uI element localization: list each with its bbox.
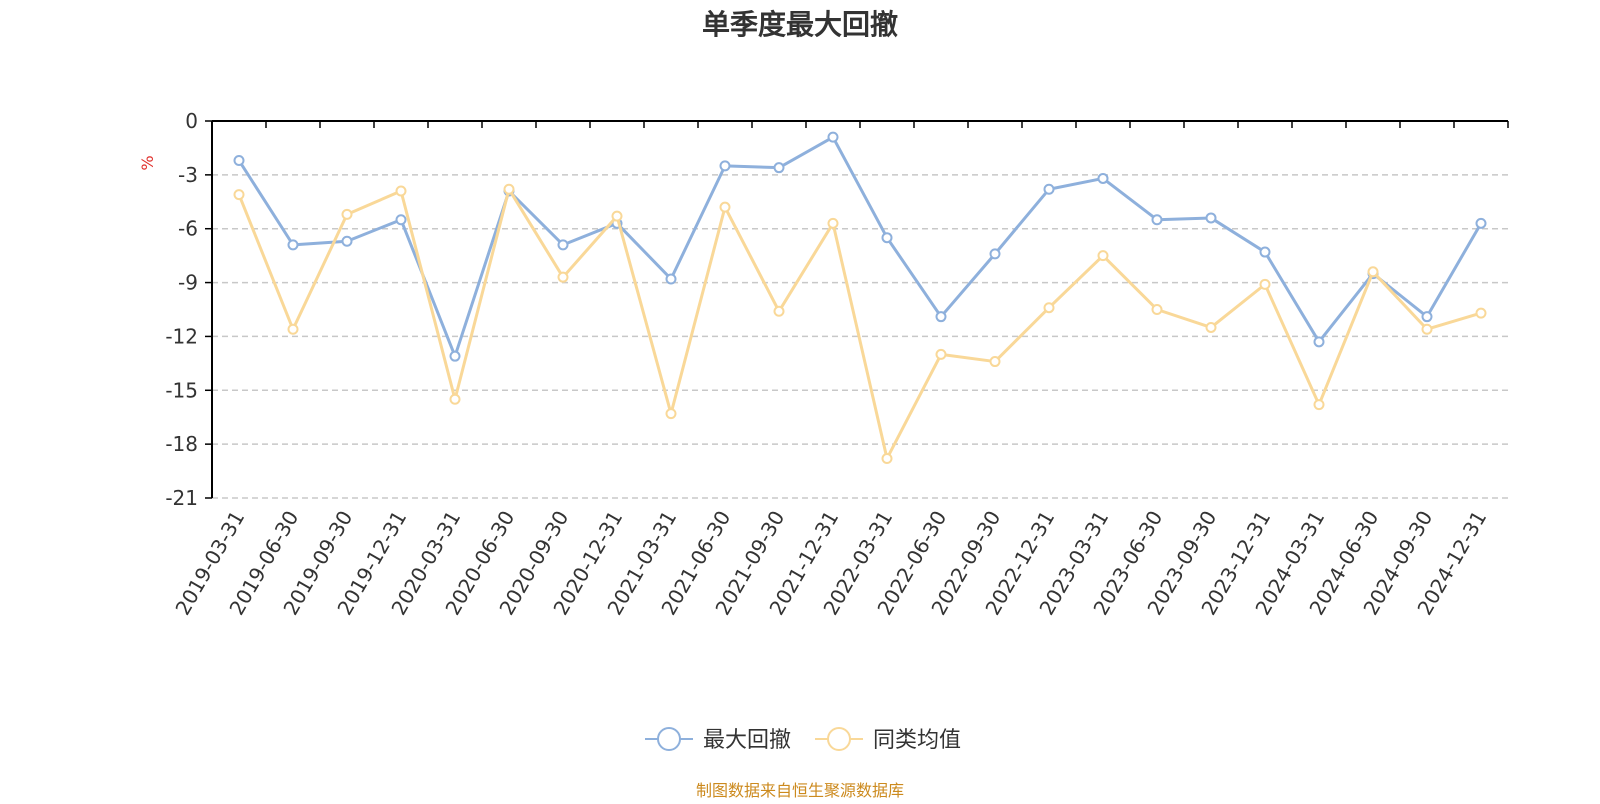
data-point[interactable] <box>503 183 515 195</box>
data-point[interactable] <box>287 239 299 251</box>
data-point[interactable] <box>611 210 623 222</box>
data-point[interactable] <box>233 189 245 201</box>
data-point[interactable] <box>989 248 1001 260</box>
y-tick-label: -6 <box>178 217 198 241</box>
legend-label: 最大回撤 <box>703 728 791 753</box>
data-point[interactable] <box>1043 302 1055 314</box>
data-point[interactable] <box>449 350 461 362</box>
data-point[interactable] <box>1421 323 1433 335</box>
y-tick-label: 0 <box>185 109 198 133</box>
legend-item[interactable]: 最大回撤 <box>645 727 791 753</box>
data-point[interactable] <box>1097 172 1109 184</box>
grid-lines <box>212 174 1508 499</box>
data-point[interactable] <box>341 235 353 247</box>
data-point[interactable] <box>395 214 407 226</box>
data-point[interactable] <box>557 271 569 283</box>
data-point[interactable] <box>287 323 299 335</box>
data-point[interactable] <box>1421 311 1433 323</box>
y-tick-label: -18 <box>165 432 198 456</box>
y-tick-label: -3 <box>178 163 198 187</box>
data-point[interactable] <box>989 356 1001 368</box>
data-point[interactable] <box>1097 250 1109 262</box>
legend-item[interactable]: 同类均值 <box>815 727 961 753</box>
series-1 <box>233 183 1487 465</box>
y-tick-label: -12 <box>165 324 198 348</box>
series-line <box>237 187 1482 461</box>
data-point[interactable] <box>935 348 947 360</box>
data-point[interactable] <box>827 131 839 143</box>
y-axis-unit-label: % <box>138 155 157 170</box>
data-point[interactable] <box>1367 266 1379 278</box>
data-point[interactable] <box>1313 399 1325 411</box>
data-point[interactable] <box>827 217 839 229</box>
data-source-note: 制图数据来自恒生聚源数据库 <box>696 781 904 800</box>
series-line <box>237 135 1483 358</box>
y-tick-label: -15 <box>165 378 198 402</box>
legend[interactable]: 最大回撤 同类均值 <box>645 727 961 753</box>
data-point[interactable] <box>665 273 677 285</box>
axes <box>205 120 1509 499</box>
data-point[interactable] <box>1151 304 1163 315</box>
legend-label: 同类均值 <box>873 728 961 753</box>
data-point[interactable] <box>935 311 947 323</box>
data-point[interactable] <box>1205 321 1217 333</box>
data-point[interactable] <box>341 208 353 220</box>
data-point[interactable] <box>719 201 731 213</box>
data-point[interactable] <box>557 239 569 251</box>
data-point[interactable] <box>395 185 407 197</box>
data-point[interactable] <box>1205 212 1217 224</box>
data-point[interactable] <box>1475 217 1487 229</box>
data-point[interactable] <box>233 154 245 166</box>
legend-circle-icon <box>657 727 681 751</box>
data-point[interactable] <box>449 393 461 405</box>
data-point[interactable] <box>773 305 785 317</box>
data-point[interactable] <box>1151 214 1163 226</box>
data-point[interactable] <box>1259 246 1271 258</box>
series-lines <box>233 131 1487 465</box>
y-axis-tick-labels: 0 -3 -6 -9 -12 -15 -18 -21 <box>165 109 198 510</box>
series-0 <box>233 131 1487 362</box>
data-point[interactable] <box>1259 278 1271 290</box>
data-point[interactable] <box>1313 336 1325 348</box>
y-tick-label: -9 <box>178 271 198 295</box>
legend-circle-icon <box>827 727 851 751</box>
data-point[interactable] <box>1043 183 1055 195</box>
y-tick-label: -21 <box>165 486 198 510</box>
data-point[interactable] <box>881 232 893 244</box>
data-point[interactable] <box>719 160 731 172</box>
data-point[interactable] <box>665 408 677 420</box>
data-point[interactable] <box>1475 307 1487 319</box>
data-point[interactable] <box>881 453 893 465</box>
x-axis-tick-labels: 2019-03-312019-06-302019-09-302019-12-31… <box>170 507 1491 620</box>
chart-title: 单季度最大回撤 <box>702 8 898 41</box>
data-point[interactable] <box>773 162 785 174</box>
